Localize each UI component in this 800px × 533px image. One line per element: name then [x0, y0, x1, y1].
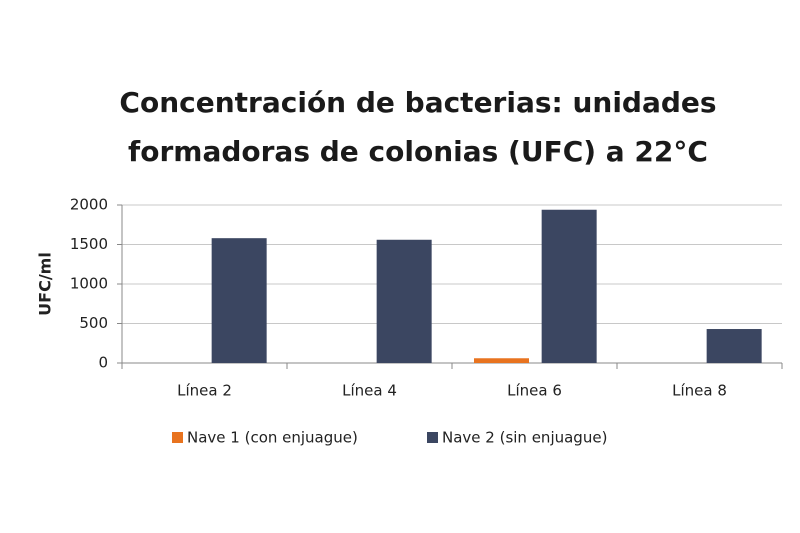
x-tick-label: Línea 6 — [507, 382, 562, 400]
chart-title: Concentración de bacterias: unidades — [119, 86, 716, 119]
y-axis-label: UFC/ml — [36, 252, 55, 316]
y-tick-label: 2000 — [70, 196, 108, 214]
bar — [706, 329, 762, 363]
bar — [474, 358, 529, 363]
bar — [211, 238, 267, 363]
legend-swatch — [427, 432, 438, 443]
x-tick-label: Línea 4 — [342, 382, 397, 400]
bar — [541, 209, 597, 363]
x-tick-label: Línea 2 — [177, 382, 232, 400]
y-tick-label: 500 — [79, 314, 108, 332]
y-tick-label: 0 — [98, 354, 108, 372]
x-tick-label: Línea 8 — [672, 382, 727, 400]
legend-label: Nave 2 (sin enjuague) — [442, 429, 607, 447]
legend-label: Nave 1 (con enjuague) — [187, 429, 358, 447]
y-tick-label: 1000 — [70, 275, 108, 293]
y-tick-label: 1500 — [70, 235, 108, 253]
chart-title: formadoras de colonias (UFC) a 22°C — [128, 135, 708, 168]
legend-swatch — [172, 432, 183, 443]
bar — [376, 239, 432, 363]
